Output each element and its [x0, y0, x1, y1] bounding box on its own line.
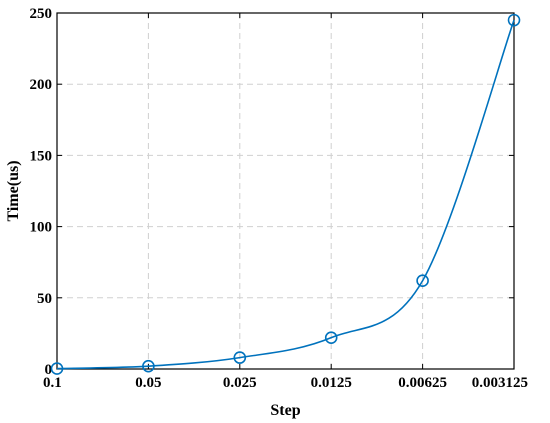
grid [57, 13, 514, 369]
x-axis: 0.1 0.05 0.025 0.0125 0.00625 0.003125 [43, 13, 528, 391]
x-tick-label: 0.025 [223, 375, 257, 391]
y-tick-label: 250 [30, 6, 53, 22]
series-line [56, 19, 515, 370]
x-tick-label: 0.0125 [311, 375, 352, 391]
data-point [507, 13, 521, 27]
data-point [233, 351, 247, 364]
data-point [142, 359, 155, 373]
series-group [50, 13, 521, 375]
x-tick-label: 0.05 [135, 375, 161, 391]
x-tick-label: 0.003125 [472, 375, 528, 391]
y-axis-label: Time(us) [5, 160, 22, 221]
x-tick-label: 0.1 [43, 375, 62, 391]
plot-frame [56, 12, 515, 370]
x-tick-label: 0.00625 [398, 375, 447, 391]
data-point [416, 274, 429, 288]
data-point [50, 362, 64, 375]
y-tick-label: 100 [30, 220, 53, 236]
y-axis: 0 50 100 150 200 250 [30, 6, 514, 378]
data-point [324, 331, 338, 344]
y-tick-label: 50 [37, 291, 52, 307]
y-tick-label: 200 [30, 77, 53, 93]
x-axis-label: Step [270, 402, 300, 419]
y-tick-label: 0 [45, 362, 53, 378]
y-tick-label: 150 [30, 148, 53, 164]
